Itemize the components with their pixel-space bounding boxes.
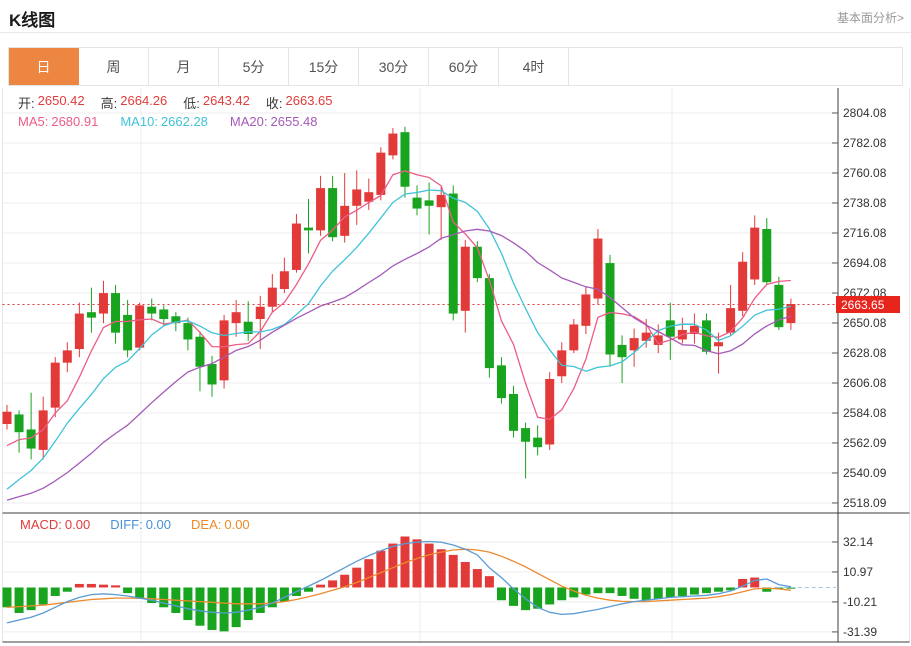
ma10-line xyxy=(6,189,792,490)
svg-text:-31.39: -31.39 xyxy=(843,625,877,639)
low-value: 2643.42 xyxy=(202,93,250,108)
svg-text:-10.21: -10.21 xyxy=(843,595,877,609)
diff-label: DIFF: xyxy=(110,517,143,532)
ma10-label: MA10: xyxy=(120,114,158,129)
tab-60min[interactable]: 60分 xyxy=(429,48,499,85)
close-label: 收: xyxy=(265,96,283,111)
legend-open: 开: 2650.42 xyxy=(18,93,85,112)
svg-text:2663.65: 2663.65 xyxy=(841,298,885,312)
ma5-label: MA5: xyxy=(18,114,49,129)
legend-dea: DEA: 0.00 xyxy=(191,517,250,532)
svg-text:2716.08: 2716.08 xyxy=(843,226,887,240)
svg-text:2606.08: 2606.08 xyxy=(843,376,887,390)
legend-ma5: MA5: 2680.91 xyxy=(18,114,98,129)
page-title: K线图 xyxy=(9,11,56,30)
open-value: 2650.42 xyxy=(37,93,85,108)
legend-high: 高: 2664.26 xyxy=(101,93,168,112)
high-value: 2664.26 xyxy=(120,93,168,108)
dea-label: DEA: xyxy=(191,517,222,532)
svg-text:2584.08: 2584.08 xyxy=(843,406,887,420)
svg-text:2628.08: 2628.08 xyxy=(843,346,887,360)
svg-text:10.97: 10.97 xyxy=(843,565,873,579)
high-label: 高: xyxy=(100,96,118,111)
legend-close: 收: 2663.65 xyxy=(266,93,333,112)
svg-text:2738.08: 2738.08 xyxy=(843,196,887,210)
dea-line xyxy=(6,548,791,608)
dea-value: 0.00 xyxy=(224,517,250,532)
macd-value: 0.00 xyxy=(64,517,91,532)
tab-month[interactable]: 月 xyxy=(149,48,219,85)
low-label: 低: xyxy=(183,96,200,111)
svg-text:2804.08: 2804.08 xyxy=(843,106,887,120)
legend-ma20: MA20: 2655.48 xyxy=(230,114,318,129)
svg-text:2650.08: 2650.08 xyxy=(843,316,887,330)
macd-legend: MACD: 0.00 DIFF: 0.00 DEA: 0.00 xyxy=(20,517,250,532)
svg-text:2760.08: 2760.08 xyxy=(843,166,887,180)
ma20-line xyxy=(6,228,792,501)
ma5-line xyxy=(6,170,791,447)
svg-text:2518.09: 2518.09 xyxy=(843,496,887,510)
tab-15min[interactable]: 15分 xyxy=(289,48,359,85)
svg-text:2694.08: 2694.08 xyxy=(843,256,887,270)
ohlc-legend: 开: 2650.42 高: 2664.26 低: 2643.42 收: 2663.65 xyxy=(18,93,333,112)
tab-5min[interactable]: 5分 xyxy=(219,48,289,85)
interval-tabs: 日周月 5分 15分 30分 60分 4时 xyxy=(8,47,903,86)
tab-30min[interactable]: 30分 xyxy=(359,48,429,85)
svg-text:2540.09: 2540.09 xyxy=(843,466,887,480)
diff-value: 0.00 xyxy=(145,517,172,532)
legend-ma10: MA10: 2662.28 xyxy=(120,114,208,129)
svg-text:2782.08: 2782.08 xyxy=(843,136,887,150)
current-price-badge: 2663.65 xyxy=(836,295,900,313)
title-bar: K线图 基本面分析> xyxy=(0,0,911,33)
svg-text:32.14: 32.14 xyxy=(843,535,873,549)
legend-diff: DIFF: 0.00 xyxy=(110,517,171,532)
macd-histogram xyxy=(2,536,796,632)
open-label: 开: xyxy=(18,96,35,111)
ma20-value: 2655.48 xyxy=(270,114,318,129)
legend-macd: MACD: 0.00 xyxy=(20,517,90,532)
ma20-label: MA20: xyxy=(229,114,268,129)
candles-layer xyxy=(2,126,796,479)
macd-axis: 32.14 10.97 -10.21 -31.39 xyxy=(832,535,877,639)
macd-label: MACD: xyxy=(20,517,62,532)
tab-4hour[interactable]: 4时 xyxy=(499,48,569,85)
price-axis: 2804.08 2782.08 2760.08 2738.08 2716.08 2694.… xyxy=(832,106,887,510)
close-value: 2663.65 xyxy=(285,93,333,108)
ma-legend: MA5: 2680.91 MA10: 2662.28 MA20: 2655.48 xyxy=(18,114,318,129)
fundamental-analysis-link[interactable]: 基本面分析> xyxy=(836,11,904,25)
diff-line xyxy=(6,540,792,624)
ma5-value: 2680.91 xyxy=(51,114,99,129)
svg-text:2562.09: 2562.09 xyxy=(843,436,887,450)
tab-week[interactable]: 周 xyxy=(79,48,149,85)
legend-low: 低: 2643.42 xyxy=(183,93,250,112)
ma10-value: 2662.28 xyxy=(160,114,208,129)
tab-day[interactable]: 日 xyxy=(9,48,79,85)
